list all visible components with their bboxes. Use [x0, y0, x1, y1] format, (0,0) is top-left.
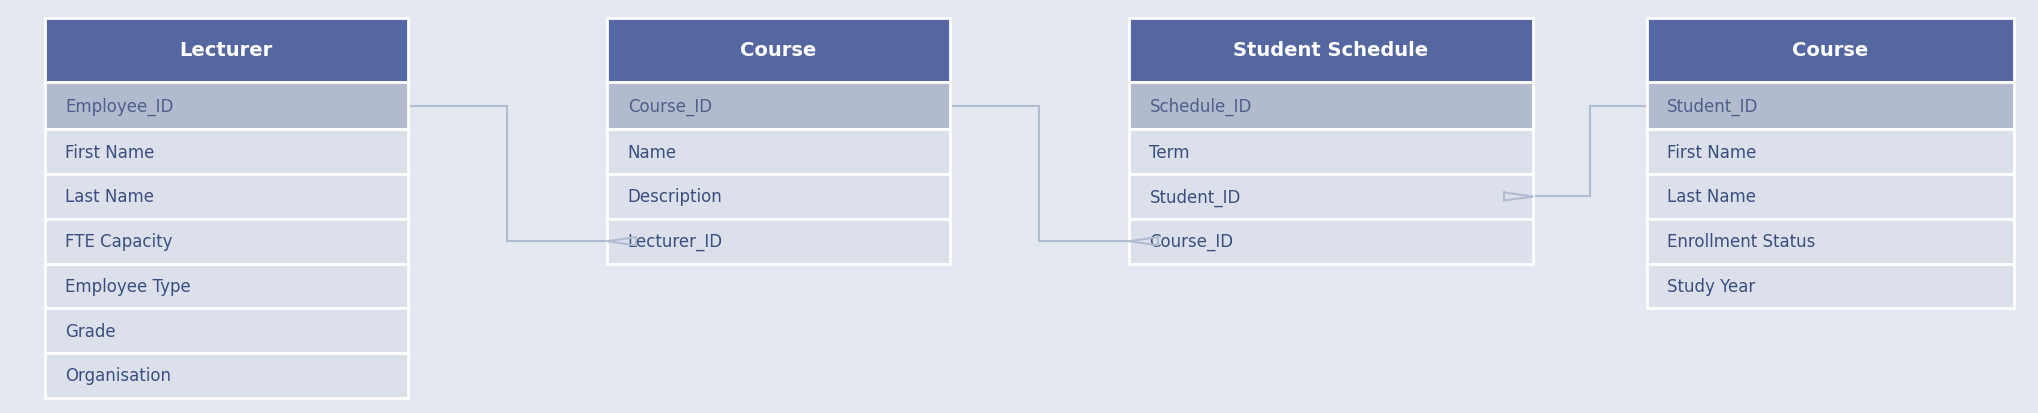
Text: Lecturer: Lecturer — [179, 41, 273, 60]
Bar — [1129, 175, 1533, 219]
Bar — [1647, 175, 2014, 219]
Bar — [1129, 219, 1533, 264]
Bar — [45, 219, 408, 264]
Bar — [45, 309, 408, 353]
Text: Description: Description — [628, 188, 721, 206]
Bar — [607, 175, 950, 219]
Bar — [45, 19, 408, 83]
Bar — [45, 353, 408, 398]
Text: Lecturer_ID: Lecturer_ID — [628, 233, 723, 251]
Text: Last Name: Last Name — [1667, 188, 1757, 206]
Text: Student Schedule: Student Schedule — [1233, 41, 1429, 60]
Text: Last Name: Last Name — [65, 188, 155, 206]
Text: Term: Term — [1149, 143, 1190, 161]
Text: Employee_ID: Employee_ID — [65, 97, 173, 116]
Text: Student_ID: Student_ID — [1667, 97, 1759, 116]
Bar — [607, 130, 950, 175]
Text: First Name: First Name — [65, 143, 155, 161]
Bar — [607, 83, 950, 130]
Bar — [1647, 19, 2014, 83]
Text: Organisation: Organisation — [65, 366, 171, 385]
Bar — [607, 19, 950, 83]
Text: Employee Type: Employee Type — [65, 277, 192, 295]
Text: Study Year: Study Year — [1667, 277, 1755, 295]
Text: Course: Course — [740, 41, 817, 60]
Text: Course_ID: Course_ID — [628, 97, 711, 115]
Bar — [1129, 19, 1533, 83]
Text: Schedule_ID: Schedule_ID — [1149, 97, 1251, 116]
Text: Course: Course — [1791, 41, 1869, 60]
Bar — [45, 130, 408, 175]
Bar — [45, 175, 408, 219]
Text: Course_ID: Course_ID — [1149, 233, 1233, 251]
Bar — [1647, 264, 2014, 309]
Bar — [1647, 219, 2014, 264]
Text: Grade: Grade — [65, 322, 116, 340]
Text: FTE Capacity: FTE Capacity — [65, 233, 173, 251]
Text: First Name: First Name — [1667, 143, 1757, 161]
Bar — [1129, 130, 1533, 175]
Bar — [1129, 83, 1533, 130]
Text: Student_ID: Student_ID — [1149, 188, 1241, 206]
Bar — [45, 83, 408, 130]
Text: Name: Name — [628, 143, 677, 161]
Bar — [607, 219, 950, 264]
Bar — [1647, 130, 2014, 175]
Bar — [1647, 83, 2014, 130]
Bar — [45, 264, 408, 309]
Text: Enrollment Status: Enrollment Status — [1667, 233, 1816, 251]
